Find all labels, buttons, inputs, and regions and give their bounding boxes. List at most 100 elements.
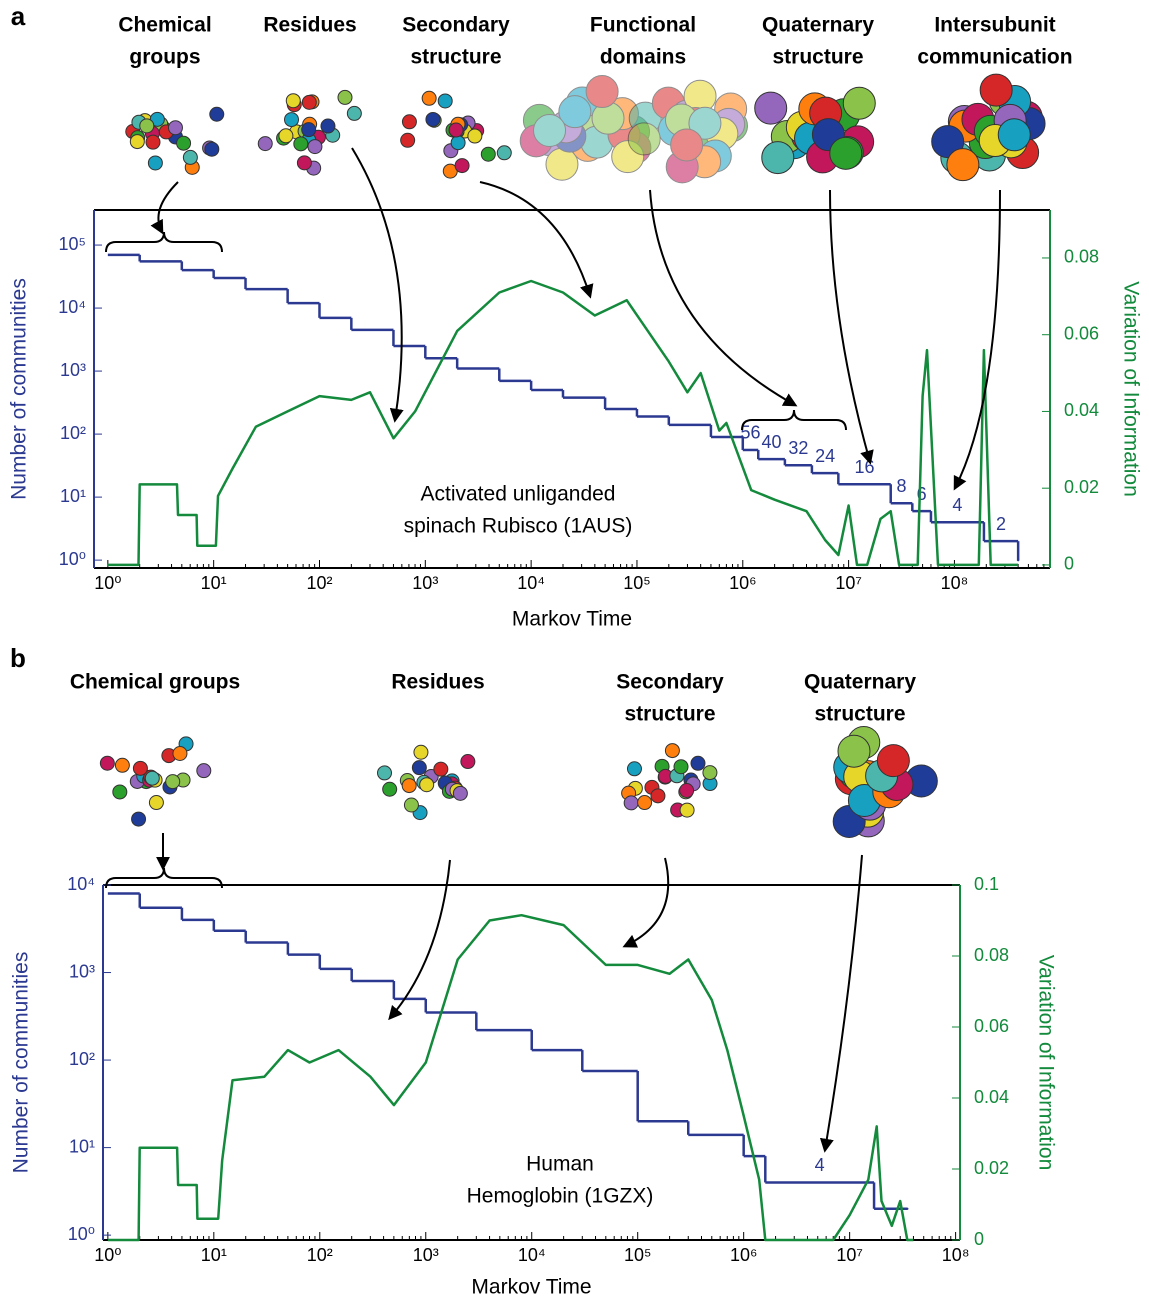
structure-atom	[197, 764, 211, 778]
structure-atom	[378, 766, 392, 780]
value-label: 16	[855, 457, 875, 477]
level-heading: Intersubunit	[934, 14, 1055, 37]
level-heading: groups	[129, 46, 200, 69]
arrow	[480, 182, 590, 296]
structure-atom	[414, 745, 428, 759]
structure-atom	[947, 149, 979, 181]
structure-atom	[146, 135, 160, 149]
y-tick-label: 10⁰	[59, 549, 86, 569]
arrow	[625, 858, 668, 946]
x-tick-label: 10⁶	[729, 573, 756, 593]
structure-image	[126, 107, 224, 174]
x-tick-label: 10⁷	[835, 573, 862, 593]
structure-atom	[132, 812, 146, 826]
level-heading: Quaternary	[762, 14, 874, 37]
y2-tick-label: 0.02	[974, 1158, 1009, 1178]
level-heading: Residues	[391, 671, 484, 694]
value-label: 40	[762, 432, 782, 452]
structure-atom	[627, 762, 641, 776]
arrow	[955, 190, 1000, 488]
y2-tick-label: 0	[1064, 554, 1074, 574]
structure-atom	[286, 94, 300, 108]
structure-atom	[285, 113, 299, 127]
structure-atom	[130, 135, 144, 149]
y2-tick-label: 0.08	[1064, 247, 1099, 267]
step-end	[1017, 559, 1019, 561]
y-tick-label: 10¹	[69, 1136, 95, 1156]
structure-atom	[830, 137, 862, 169]
value-label: 6	[917, 484, 927, 504]
y-tick-label: 10⁴	[67, 874, 95, 894]
y-tick-label: 10⁰	[68, 1224, 95, 1244]
y-tick-label: 10³	[60, 360, 86, 380]
level-heading: Secondary	[616, 671, 724, 694]
x-axis-title: Markov Time	[471, 1276, 591, 1298]
y-tick-label: 10¹	[60, 486, 86, 506]
value-label: 2	[996, 514, 1006, 534]
y2-tick-label: 0.08	[974, 945, 1009, 965]
structure-atom	[401, 133, 415, 147]
structure-atom	[638, 796, 652, 810]
structure-atom	[497, 146, 511, 160]
structure-atom	[115, 758, 129, 772]
structure-atom	[534, 114, 566, 146]
x-tick-label: 10⁰	[94, 573, 121, 593]
structure-image	[628, 80, 747, 183]
structure-image	[258, 90, 361, 175]
structure-atom	[412, 761, 426, 775]
x-tick-label: 10⁸	[942, 1245, 970, 1265]
structure-atom	[680, 784, 694, 798]
step-end	[906, 1208, 908, 1210]
x-tick-label: 10⁷	[836, 1245, 863, 1265]
x-axis-title: Markov Time	[512, 608, 632, 631]
structure-atom	[383, 782, 397, 796]
structure-atom	[149, 796, 163, 810]
structure-atom	[449, 123, 463, 137]
y2-tick-label: 0.06	[1064, 323, 1099, 343]
protein-name: Human	[526, 1153, 594, 1176]
level-heading: communication	[917, 46, 1072, 69]
structure-image	[932, 74, 1045, 181]
structure-atom	[680, 803, 694, 817]
level-heading: Residues	[263, 14, 356, 37]
structure-atom	[703, 766, 717, 780]
structure-atom	[453, 786, 467, 800]
protein-name: Hemoglobin (1GZX)	[467, 1185, 654, 1208]
level-heading: Functional	[590, 14, 696, 37]
structure-atom	[691, 756, 705, 770]
structure-atom	[166, 775, 180, 789]
arrow	[650, 190, 795, 405]
structure-atom	[338, 90, 352, 104]
y2-axis-title: Variation of Information	[1119, 281, 1142, 497]
value-label: 32	[788, 438, 808, 458]
panel-label: a	[11, 1, 26, 31]
level-heading: Chemical	[118, 14, 211, 37]
level-heading: structure	[410, 46, 501, 69]
structure-atom	[210, 107, 224, 121]
structure-atom	[980, 74, 1012, 106]
x-tick-label: 10¹	[201, 573, 227, 593]
structure-image	[622, 744, 717, 818]
x-tick-label: 10⁰	[94, 1245, 121, 1265]
y2-tick-label: 0.06	[974, 1016, 1009, 1036]
structure-atom	[308, 140, 322, 154]
protein-name: Activated unliganded	[421, 483, 616, 506]
protein-name: spinach Rubisco (1AUS)	[404, 515, 633, 538]
x-tick-label: 10²	[307, 1245, 333, 1265]
structure-atom	[481, 147, 495, 161]
value-label: 24	[815, 446, 835, 466]
level-heading: structure	[814, 703, 905, 726]
level-heading: domains	[600, 46, 686, 69]
structure-atom	[838, 735, 870, 767]
arrow	[825, 855, 862, 1150]
structure-atom	[133, 761, 147, 775]
structure-atom	[177, 136, 191, 150]
brace	[106, 232, 222, 252]
x-tick-label: 10⁵	[623, 573, 650, 593]
structure-atom	[998, 119, 1030, 151]
x-tick-label: 10⁸	[941, 573, 969, 593]
value-label: 4	[815, 1155, 825, 1175]
structure-atom	[113, 785, 127, 799]
structure-atom	[404, 798, 418, 812]
y-axis-title: Number of communities	[8, 278, 31, 500]
